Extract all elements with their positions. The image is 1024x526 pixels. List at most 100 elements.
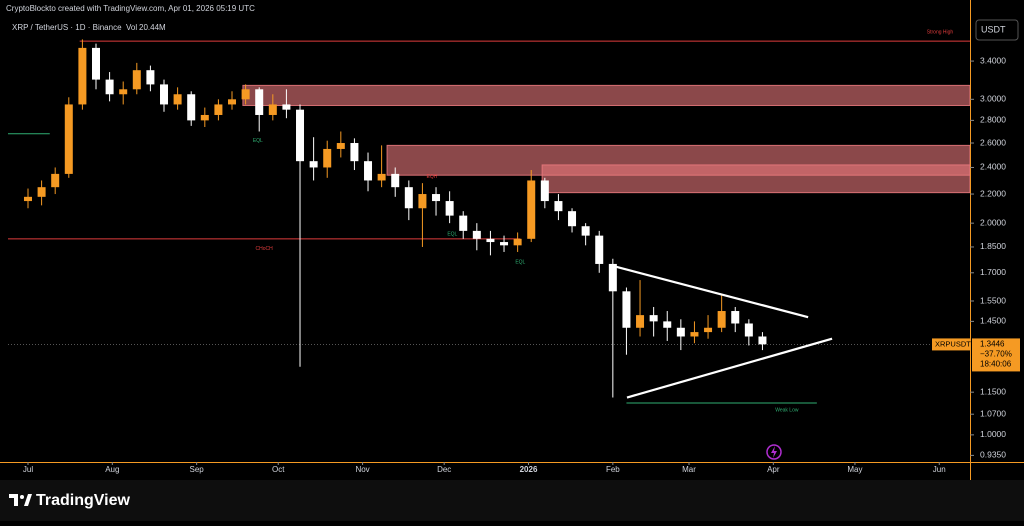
candle-body bbox=[214, 104, 223, 115]
candle-body bbox=[568, 211, 577, 227]
supply-zone bbox=[541, 164, 970, 194]
x-tick-label: Jun bbox=[933, 465, 946, 474]
candle-body bbox=[323, 148, 332, 168]
candle-body bbox=[418, 194, 427, 209]
symbol-title: XRP / TetherUS · 1D · Binance bbox=[12, 23, 122, 32]
x-tick-label: Nov bbox=[355, 465, 369, 474]
credit: CryptoBlockto created with TradingView.c… bbox=[6, 4, 255, 13]
level-label: Weak Low bbox=[775, 407, 799, 413]
plot-area: Strong High CHoCH Weak Low EQL EQH EQL EQL bbox=[8, 29, 970, 413]
x-tick-label: Dec bbox=[437, 465, 451, 474]
y-tick-label: 1.5500 bbox=[980, 295, 1006, 305]
candle-body bbox=[758, 336, 767, 345]
price-tag-countdown: 18:40:06 bbox=[980, 360, 1012, 369]
y-tick-label: 1.0700 bbox=[980, 408, 1006, 418]
brand-logo[interactable]: TradingView bbox=[9, 492, 131, 509]
candle-body bbox=[445, 201, 454, 216]
candle-body bbox=[622, 291, 631, 328]
y-tick-label: 2.2000 bbox=[980, 188, 1006, 198]
candle-body bbox=[132, 70, 141, 90]
trendline bbox=[611, 264, 809, 319]
candle-body bbox=[595, 235, 604, 264]
candle-body bbox=[364, 161, 373, 181]
candle-body bbox=[649, 315, 658, 322]
annotation: EQL bbox=[447, 231, 457, 237]
candle-body bbox=[608, 263, 617, 292]
price-tag bbox=[972, 338, 1020, 372]
candle-body bbox=[37, 187, 46, 197]
candle-body bbox=[160, 84, 169, 105]
candle-body bbox=[255, 89, 264, 115]
candle-body bbox=[350, 143, 359, 162]
annotation: EQL bbox=[253, 138, 263, 144]
level-label: Strong High bbox=[927, 29, 954, 35]
candle-body bbox=[23, 196, 32, 202]
icon-ring bbox=[766, 444, 782, 460]
candle-body bbox=[744, 323, 753, 337]
icon-bolt bbox=[771, 446, 777, 458]
y-tick-label: 1.7000 bbox=[980, 267, 1006, 277]
candle-body bbox=[296, 109, 305, 162]
candle-body bbox=[663, 321, 672, 328]
y-tick-label: 2.6000 bbox=[980, 137, 1006, 147]
lightning-icon[interactable] bbox=[766, 444, 782, 460]
candle-body bbox=[676, 327, 685, 337]
annotation: EQH bbox=[427, 174, 438, 180]
candle-body bbox=[513, 238, 522, 246]
y-tick-label: 1.1500 bbox=[980, 386, 1006, 396]
price-tag-change: −37.70% bbox=[980, 350, 1012, 359]
annotation: EQL bbox=[515, 260, 525, 266]
candle-body bbox=[500, 242, 509, 246]
logo-mark bbox=[24, 494, 32, 506]
logo-mark bbox=[9, 494, 18, 506]
candle-body bbox=[51, 173, 60, 188]
candle-body bbox=[78, 47, 87, 105]
symbol-tag bbox=[932, 338, 970, 351]
y-tick-label: 3.4000 bbox=[980, 55, 1006, 65]
x-tick-label: Jul bbox=[23, 465, 33, 474]
candle-body bbox=[64, 104, 73, 174]
x-tick-label: Oct bbox=[272, 465, 285, 474]
candle-body bbox=[731, 311, 740, 324]
candle-body bbox=[459, 215, 468, 231]
x-tick-label: 2026 bbox=[520, 465, 538, 474]
candle-body bbox=[704, 327, 713, 333]
candle-body bbox=[540, 180, 549, 202]
candle-body bbox=[472, 230, 481, 239]
candle-body bbox=[228, 99, 237, 105]
currency-box[interactable] bbox=[975, 19, 1019, 41]
x-tick-label: May bbox=[847, 465, 862, 474]
candle-body bbox=[105, 79, 114, 95]
candle-body bbox=[554, 201, 563, 212]
candle-body bbox=[391, 173, 400, 188]
candle-body bbox=[146, 70, 155, 85]
candle-body bbox=[309, 161, 318, 168]
candle-body bbox=[91, 47, 100, 80]
candle-body bbox=[486, 238, 495, 243]
x-tick-label: Feb bbox=[606, 465, 620, 474]
y-tick-label: 3.0000 bbox=[980, 94, 1006, 104]
level-label: CHoCH bbox=[256, 246, 274, 252]
candle-body bbox=[336, 143, 345, 149]
y-tick-label: 2.0000 bbox=[980, 217, 1006, 227]
y-tick-label: 2.4000 bbox=[980, 162, 1006, 172]
candle-body bbox=[527, 180, 536, 239]
x-tick-label: Aug bbox=[105, 465, 119, 474]
candle-body bbox=[200, 114, 209, 121]
currency: USDT bbox=[981, 24, 1006, 34]
supply-zone bbox=[242, 84, 970, 106]
brand: TradingView bbox=[36, 492, 131, 509]
candle-body bbox=[119, 89, 128, 95]
volume-value: 20.44M bbox=[139, 23, 166, 32]
candle-body bbox=[717, 311, 726, 328]
y-tick-label: 1.8500 bbox=[980, 241, 1006, 251]
candle-body bbox=[282, 104, 291, 110]
footer-bar bbox=[0, 480, 1024, 521]
candle-body bbox=[187, 94, 196, 121]
y-tick-label: 0.9350 bbox=[980, 450, 1006, 460]
candle-body bbox=[636, 315, 645, 328]
trendline bbox=[626, 337, 833, 399]
x-tick-label: Sep bbox=[190, 465, 205, 474]
